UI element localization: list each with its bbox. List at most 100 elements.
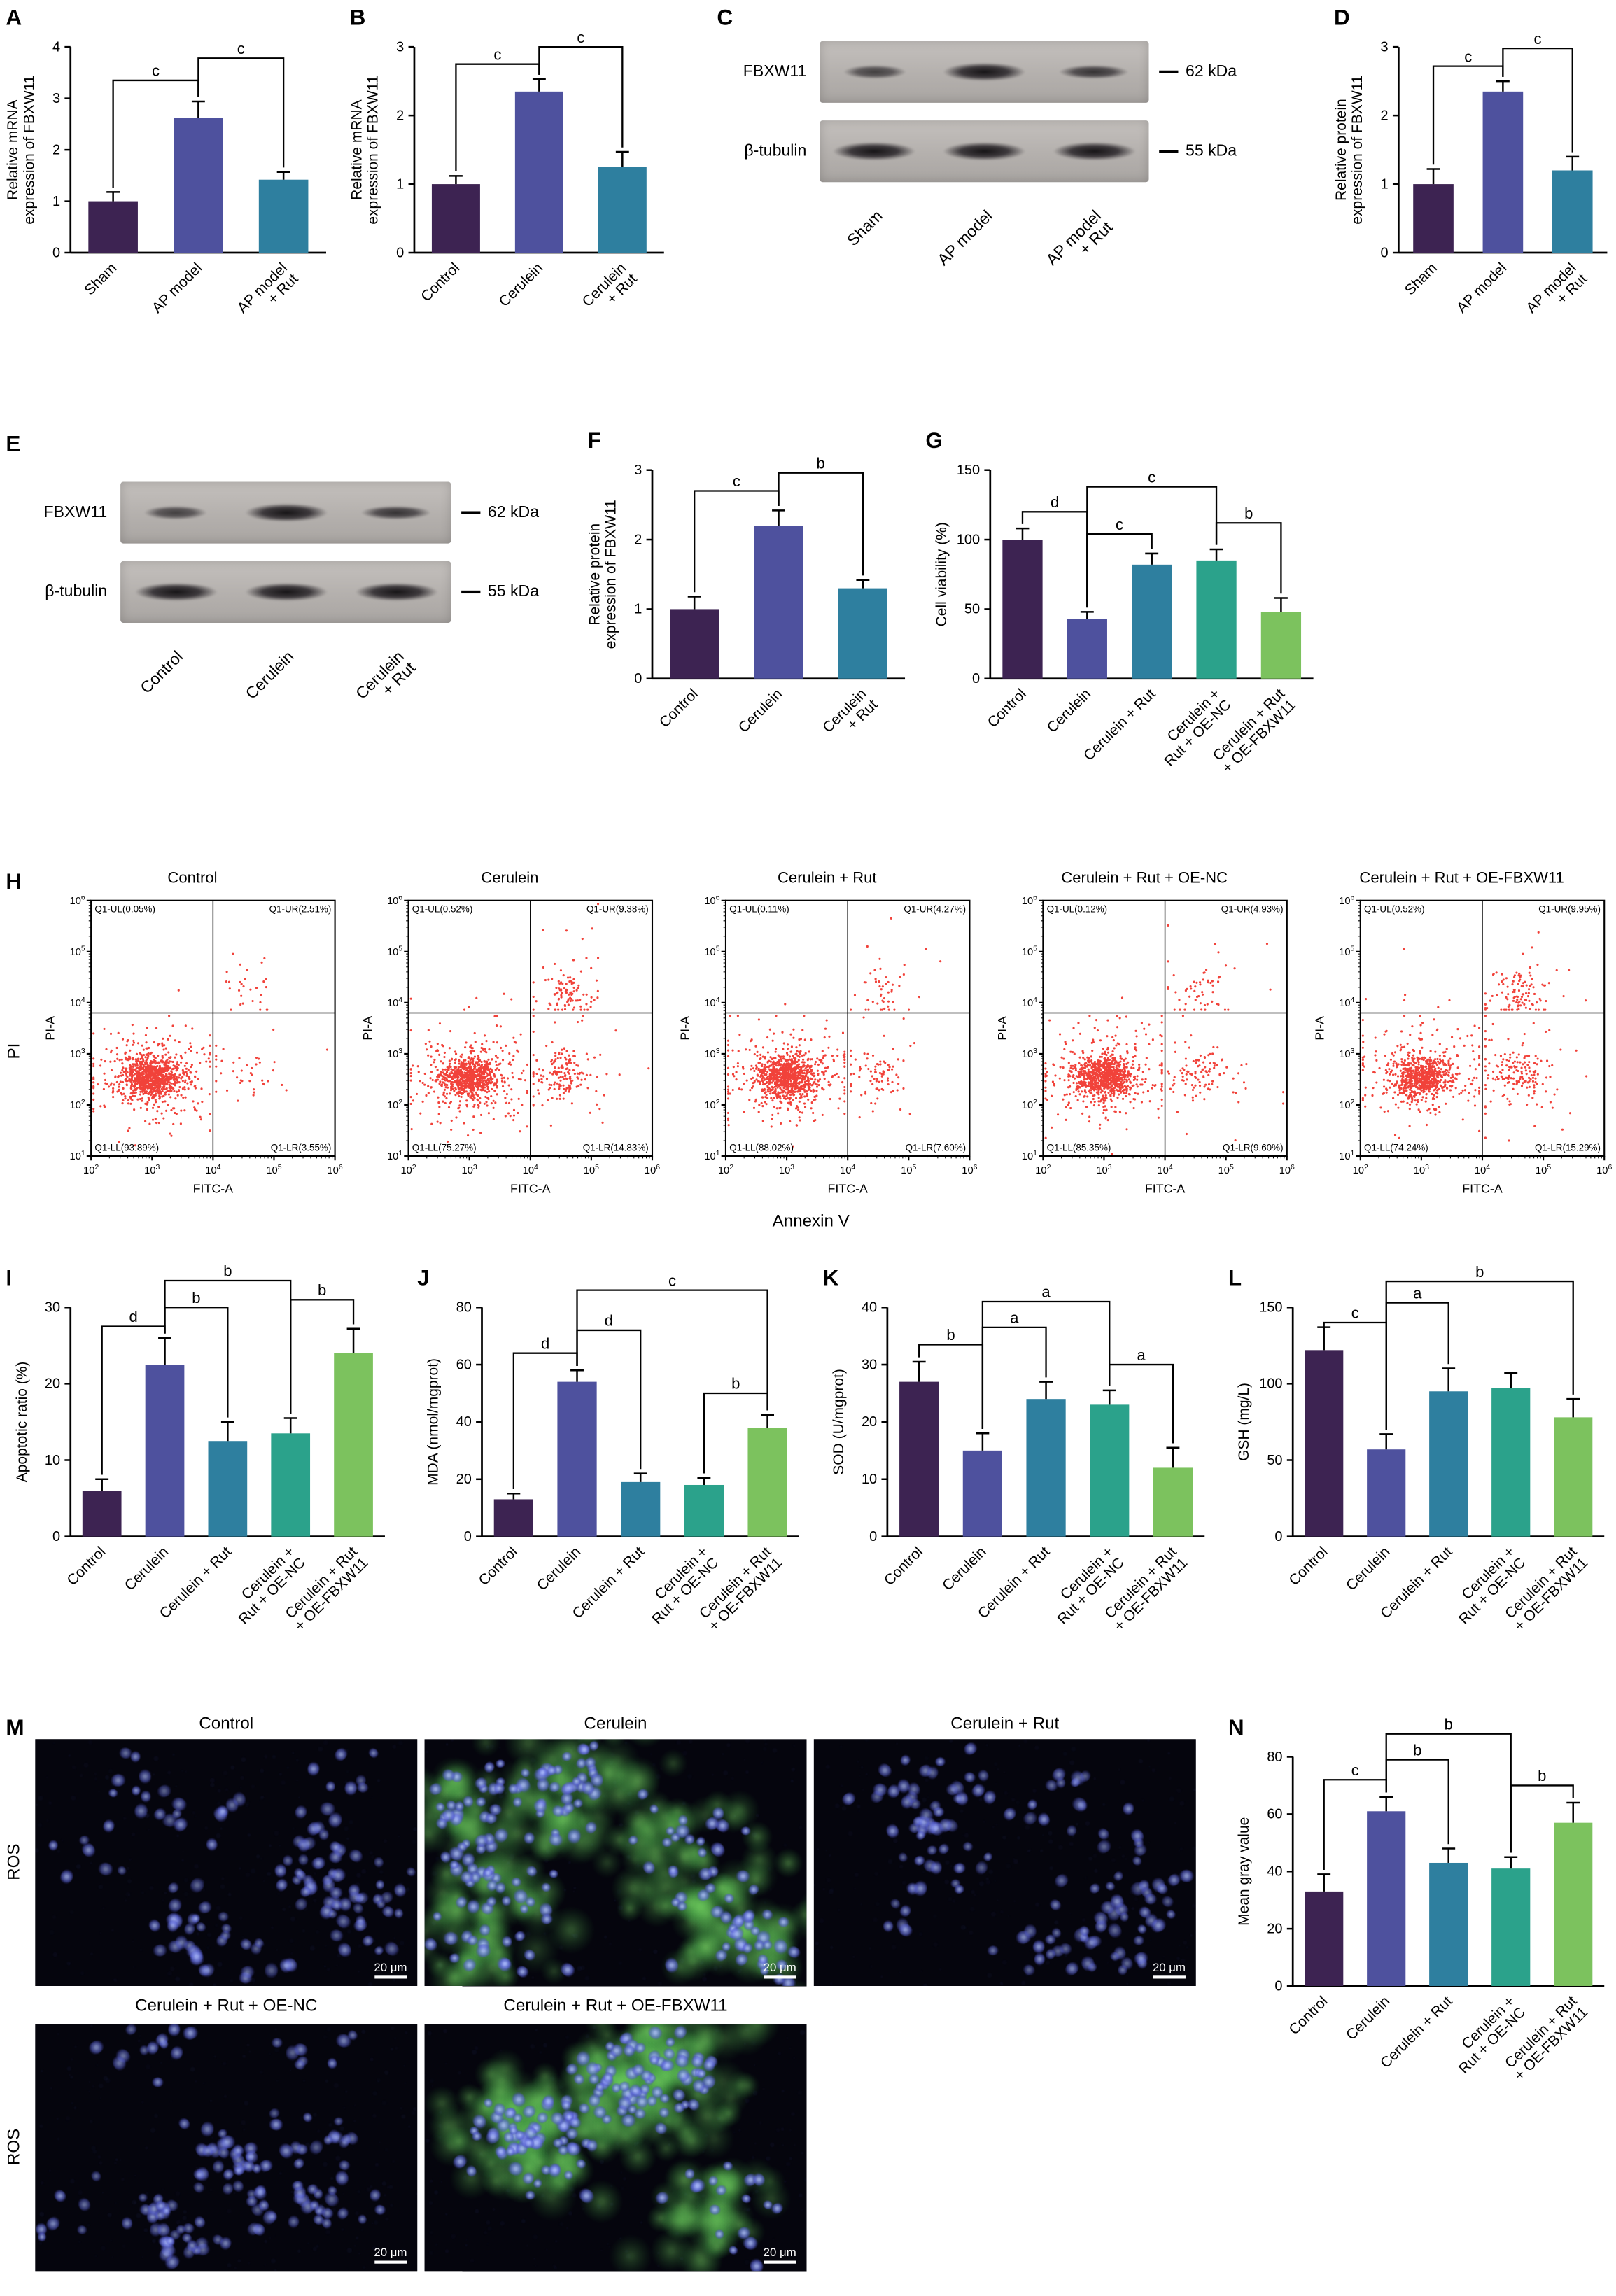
sig-bracket: [290, 1299, 355, 1414]
quadrant-label: Q1-UR(2.51%): [269, 904, 332, 915]
kda-text: 55 kDa: [1185, 142, 1237, 160]
bar-0: [82, 1491, 122, 1537]
bar-0: [88, 201, 138, 253]
panel-letter-G: G: [925, 428, 943, 454]
quadrant-label: Q1-LL(88.02%): [729, 1143, 794, 1153]
y-axis-label: PI-A: [677, 1016, 691, 1041]
x-tick-label: 106: [328, 1164, 343, 1176]
kda-tick: [461, 512, 481, 514]
blot-strip: [120, 561, 451, 624]
flow-title-cerulein-rut: Cerulein + Rut: [778, 869, 877, 887]
bar-2: [1552, 170, 1593, 253]
blot-strip: [820, 41, 1149, 103]
sig-bracket: [576, 1289, 768, 1411]
y-tick-label: 2: [634, 532, 642, 547]
y-tick-label: 20: [1267, 1921, 1282, 1936]
sig-label: b: [1413, 1741, 1421, 1759]
y-axis-label: PI-A: [995, 1016, 1009, 1041]
blot-protein-label: β-tubulin: [45, 583, 108, 601]
bar-0: [1305, 1891, 1344, 1986]
panel-A: A 0 1 2 3 4 Relative mRNAexpression of FBXW11…: [3, 3, 338, 388]
lane-label: Cerulein: [241, 648, 297, 703]
quadrant-label: Q1-UL(0.05%): [94, 904, 155, 915]
quadrant-label: Q1-LR(3.55%): [271, 1143, 332, 1153]
bar-1: [514, 91, 563, 253]
bar-1: [174, 118, 223, 253]
sig-label: b: [1538, 1767, 1546, 1784]
quadrant-label: Q1-LL(74.24%): [1364, 1143, 1428, 1153]
chart-svg: 0 10 20 30 Apoptotic ratio (%) Control Cerulei…: [14, 1263, 385, 1634]
bar-chart-G: 0 50 100 150 Cell viability (%) Control Cerule…: [922, 426, 1325, 850]
bar-4: [1260, 612, 1302, 679]
x-tick-label: 105: [266, 1164, 281, 1176]
protein-band: [343, 580, 449, 604]
y-tick-label: 0: [1274, 1529, 1282, 1544]
y-tick-label: 103: [704, 1048, 719, 1060]
panel-letter-J: J: [417, 1266, 430, 1292]
bar-0: [899, 1381, 939, 1537]
lane-label: Cerulein + Rut: [352, 648, 419, 703]
sig-bracket: [778, 472, 864, 576]
sig-label: d: [541, 1334, 549, 1352]
scale-bar: 20 μm: [1152, 1961, 1186, 1979]
x-category-label: Control: [985, 686, 1030, 731]
protein-band: [232, 580, 339, 604]
panel-letter-L: L: [1228, 1266, 1242, 1292]
sig-label: c: [152, 62, 160, 80]
y-tick-label: 1: [396, 176, 404, 192]
bar-chart-F: 0 1 2 3 Relative proteinexpression of FBXW11…: [584, 426, 916, 850]
micro-title-cerulein-rut-oe-fbxw11: Cerulein + Rut + OE-FBXW11: [503, 1997, 728, 2015]
panel-G: G 0 50 100 150 Cell viability (%) Control Ceru…: [922, 426, 1325, 850]
x-tick-label: 106: [1596, 1164, 1612, 1176]
y-tick-label: 101: [1022, 1150, 1037, 1162]
sig-label: b: [817, 454, 825, 472]
micro-title-cerulein: Cerulein: [584, 1715, 647, 1733]
y-tick-label: 3: [634, 463, 642, 478]
sig-label: b: [1475, 1263, 1484, 1281]
y-tick-label: 105: [70, 945, 85, 958]
protein-band: [232, 500, 339, 525]
blot-strip: [820, 120, 1149, 183]
chart-svg: 0 1 2 3 Relative proteinexpression of FBXW11…: [586, 454, 906, 736]
fluorescence-canvas: [35, 1739, 418, 1986]
sig-label: c: [237, 40, 245, 57]
bar-0: [1305, 1350, 1344, 1537]
sig-label: c: [1351, 1304, 1359, 1322]
y-tick-label: 30: [45, 1300, 60, 1315]
scatter-points: [726, 917, 942, 1148]
bar-chart-J: 0 20 40 60 80 MDA (nmol/mgprot) Control Cerulei…: [414, 1263, 811, 1710]
ros-row-label-2: ROS: [6, 2129, 24, 2167]
lane-label: Control: [137, 648, 188, 698]
flow-row-ylabel: PI: [6, 1043, 24, 1060]
x-category-label: Cerulein+ Rut: [579, 260, 640, 321]
ros-row-label-1: ROS: [6, 1844, 24, 1881]
kda-tick: [1159, 150, 1179, 153]
bar-2: [1026, 1399, 1066, 1537]
blot-row: FBXW11 62 kDa: [9, 481, 585, 544]
y-tick-label: 40: [456, 1414, 472, 1430]
y-tick-label: 0: [634, 671, 642, 686]
y-tick-label: 0: [464, 1529, 472, 1544]
panel-letter-B: B: [349, 6, 366, 31]
x-tick-label: 102: [400, 1164, 416, 1176]
y-tick-label: 0: [869, 1529, 877, 1544]
quadrant-label: Q1-UR(4.93%): [1221, 904, 1284, 915]
scatter-points: [409, 903, 650, 1143]
protein-band: [134, 504, 217, 521]
blot-row: β-tubulin 55 kDa: [9, 561, 585, 624]
x-category-label: AP model: [149, 260, 205, 316]
y-tick-label: 103: [387, 1048, 402, 1060]
panel-D: D 0 1 2 3 Relative proteinexpression of FBXW…: [1331, 3, 1616, 388]
sig-label: d: [1051, 493, 1059, 511]
flow-plot-cerulein: 101 102 103 104 105 106 102 103 104 105 106 Q1-UL(0…: [358, 896, 661, 1207]
x-tick-label: 103: [462, 1164, 477, 1176]
x-tick-label: 104: [205, 1164, 220, 1176]
x-tick-label: 102: [83, 1164, 99, 1176]
blot-protein-label: FBXW11: [43, 503, 108, 522]
bar-chart-B: 0 1 2 3 Relative mRNAexpression of FBXW11 Con…: [346, 3, 675, 388]
y-tick-label: 104: [387, 996, 402, 1009]
y-tick-label: 105: [1022, 945, 1037, 958]
bar-1: [1367, 1811, 1406, 1986]
